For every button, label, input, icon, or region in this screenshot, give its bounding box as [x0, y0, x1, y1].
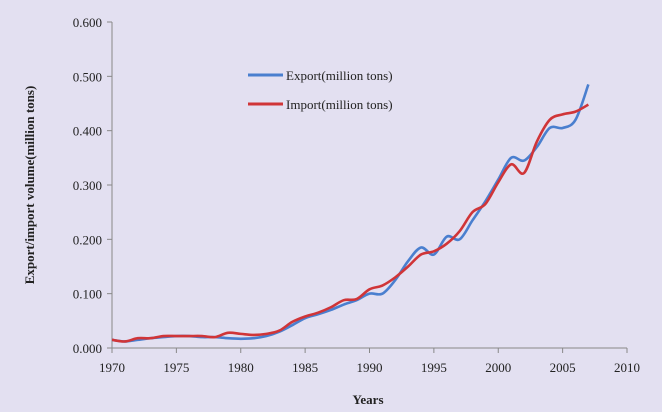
y-tick-label: 0.500	[73, 69, 102, 84]
y-tick-label: 0.100	[73, 287, 102, 302]
legend-label-export: Export(million tons)	[286, 68, 393, 83]
y-tick-label: 0.400	[73, 124, 102, 139]
x-tick-label: 1970	[99, 360, 125, 375]
legend: Export(million tons) Import(million tons…	[248, 68, 393, 112]
x-tick-label: 2010	[614, 360, 640, 375]
y-axis-label: Export/import volume(million tons)	[22, 86, 37, 285]
x-axis-label: Years	[352, 392, 383, 407]
y-tick-label: 0.600	[73, 15, 102, 30]
series-line-export	[111, 84, 590, 343]
x-tick-label: 1975	[163, 360, 189, 375]
series-line-import	[111, 103, 590, 343]
y-tick-label: 0.300	[73, 178, 102, 193]
x-tick-label: 1980	[228, 360, 254, 375]
x-tick-label: 2005	[550, 360, 576, 375]
x-tick-label: 1985	[292, 360, 318, 375]
x-tick-label: 2000	[485, 360, 511, 375]
x-tick-label: 1990	[357, 360, 383, 375]
y-tick-label: 0.000	[73, 341, 102, 356]
y-tick-label: 0.200	[73, 232, 102, 247]
x-tick-label: 1995	[421, 360, 447, 375]
legend-label-import: Import(million tons)	[286, 97, 393, 112]
